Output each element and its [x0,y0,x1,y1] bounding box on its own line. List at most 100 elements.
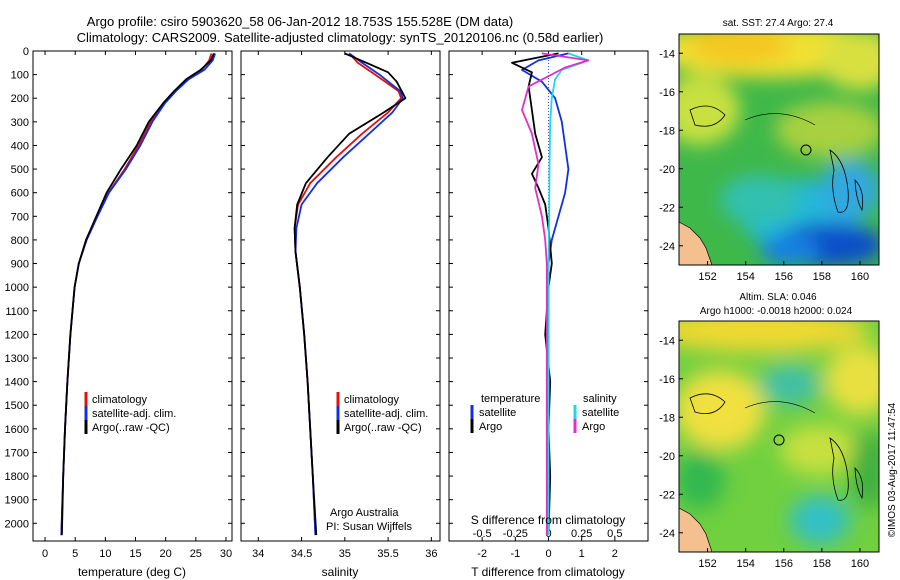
top-tick-label: 0.25 [571,528,592,540]
map-x-tick-label: 158 [813,558,831,570]
depth-tick-label: 0 [23,46,29,58]
salinity-depth-ticks [241,50,440,524]
x-tick-label: 2 [612,548,618,560]
sla-reef-contour [689,393,726,415]
depth-tick-label: 1000 [5,282,29,294]
temperature-panel: 0100200300400500600700800900100011001200… [5,46,233,579]
sla-map-title: Altim. SLA: 0.046 [739,292,817,303]
depth-tick-label: 1900 [5,495,29,507]
depth-tick-label: 700 [11,211,29,223]
depth-tick-label: 1100 [5,306,29,318]
legend-argo-label: Argo(..raw -QC) [92,422,170,434]
sla-land [679,507,713,552]
map-x-tick-label: 156 [775,558,793,570]
temperature-plot-frame [32,50,233,542]
legend-t-satellite-label: satellite [479,407,516,419]
legend-satellite-label: satellite-adj. clim. [92,408,176,420]
map-x-tick-label: 152 [698,558,716,570]
series-line-argo-raw-qc- [61,53,215,536]
salinity-panel: 34 34.5 35 35.5 36 salinity climatology sate… [240,50,441,579]
map-x-tick-label: 152 [698,271,716,283]
map-y-tick-label: -18 [659,412,675,424]
x-tick-label: 34 [252,548,264,560]
depth-tick-label: 300 [11,117,29,129]
series-line-argo-raw-qc- [293,52,407,536]
map-y-tick-label: -16 [659,374,675,386]
legend-argo-label: Argo(..raw -QC) [344,422,422,434]
x-tick-label: 5 [72,548,78,560]
title-line-2: Climatology: CARS2009. Satellite-adjuste… [77,30,604,45]
x-tick-label: 25 [190,548,202,560]
legend-s-argo-label: Argo [582,421,605,433]
map-y-tick-label: -16 [659,87,675,99]
salinity-plot-frame [240,50,441,542]
depth-tick-label: 800 [11,235,29,247]
temperature-axis-ticks: 0 5 10 15 20 25 30 [42,51,232,560]
difference-series [511,52,590,536]
x-tick-label: 35.5 [377,548,398,560]
depth-tick-label: 900 [11,259,29,271]
map-x-tick-label: 156 [775,271,793,283]
temperature-xlabel: temperature (deg C) [78,565,186,579]
sla-map-ticks: 152 154 156 158 160 -14 -16 -18 -20 -22 -24 [659,335,869,570]
map-y-tick-label: -22 [659,202,675,214]
legend-t-argo-label: Argo [479,421,502,433]
legend-climatology-label: climatology [344,394,400,406]
depth-tick-label: 500 [11,164,29,176]
sla-reef-contour [854,466,864,500]
map-y-tick-label: -22 [659,489,675,501]
difference-xlabel: T difference from climatology [471,565,625,579]
imos-stamp: ©IMOS 03-Aug-2017 11:47:54 [887,402,898,537]
legend-s-satellite-label: satellite [582,407,619,419]
map-y-tick-label: -20 [659,164,675,176]
x-tick-label: -1 [510,548,520,560]
x-tick-label: -2 [477,548,487,560]
map-y-tick-label: -14 [659,48,675,60]
difference-depth-ticks [449,50,648,524]
sst-reef-contour [744,113,816,126]
top-tick-label: -0.25 [503,528,528,540]
depth-tick-label: 100 [11,70,29,82]
sst-map-frame [678,33,880,266]
sst-map-title: sat. SST: 27.4 Argo: 27.4 [723,18,834,29]
depth-tick-label: 1200 [5,329,29,341]
map-y-tick-label: -14 [659,335,675,347]
map-y-tick-label: -20 [659,451,675,463]
x-tick-label: 30 [220,548,232,560]
depth-axis-ticks: 0 100 200 300 400 500 600 700 800 900 1000 1100 1200… [5,46,232,530]
top-tick-label: -0.5 [473,528,492,540]
sla-map: Altim. SLA: 0.046 Argo h1000: -0.0018 h2… [659,292,880,570]
legend-climatology-label: climatology [92,394,148,406]
series-line-t-argo [511,52,559,536]
x-tick-label: 10 [99,548,111,560]
x-tick-label: 34.5 [291,548,312,560]
sst-reef-contour [854,178,864,212]
salinity-xlabel: salinity [322,565,359,579]
sst-map: sat. SST: 27.4 Argo: 27.4 1 [659,18,880,283]
map-x-tick-label: 160 [851,558,869,570]
top-tick-label: 0.5 [607,528,622,540]
depth-tick-label: 600 [11,188,29,200]
map-y-tick-label: -24 [659,241,675,253]
map-x-tick-label: 160 [851,271,869,283]
sla-field [679,321,879,552]
difference-legend: temperature satellite Argo salinity sate… [470,393,619,433]
depth-tick-label: 1800 [5,471,29,483]
temperature-legend: climatology satellite-adj. clim. Argo(..… [84,392,176,434]
depth-tick-label: 2000 [5,518,29,530]
map-y-tick-label: -18 [659,125,675,137]
sst-reef-contour [689,105,726,127]
x-tick-label: 1 [579,548,585,560]
sla-reef-contour [829,437,849,501]
depth-tick-label: 1500 [5,400,29,412]
legend-satellite-label: satellite-adj. clim. [344,408,428,420]
map-x-tick-label: 154 [736,271,754,283]
series-line-s-argo [521,52,590,536]
series-line-t-satellite [521,52,570,536]
temperature-series [60,53,216,536]
map-x-tick-label: 154 [736,558,754,570]
sla-color-blobs [679,321,879,544]
sst-field [679,34,879,265]
